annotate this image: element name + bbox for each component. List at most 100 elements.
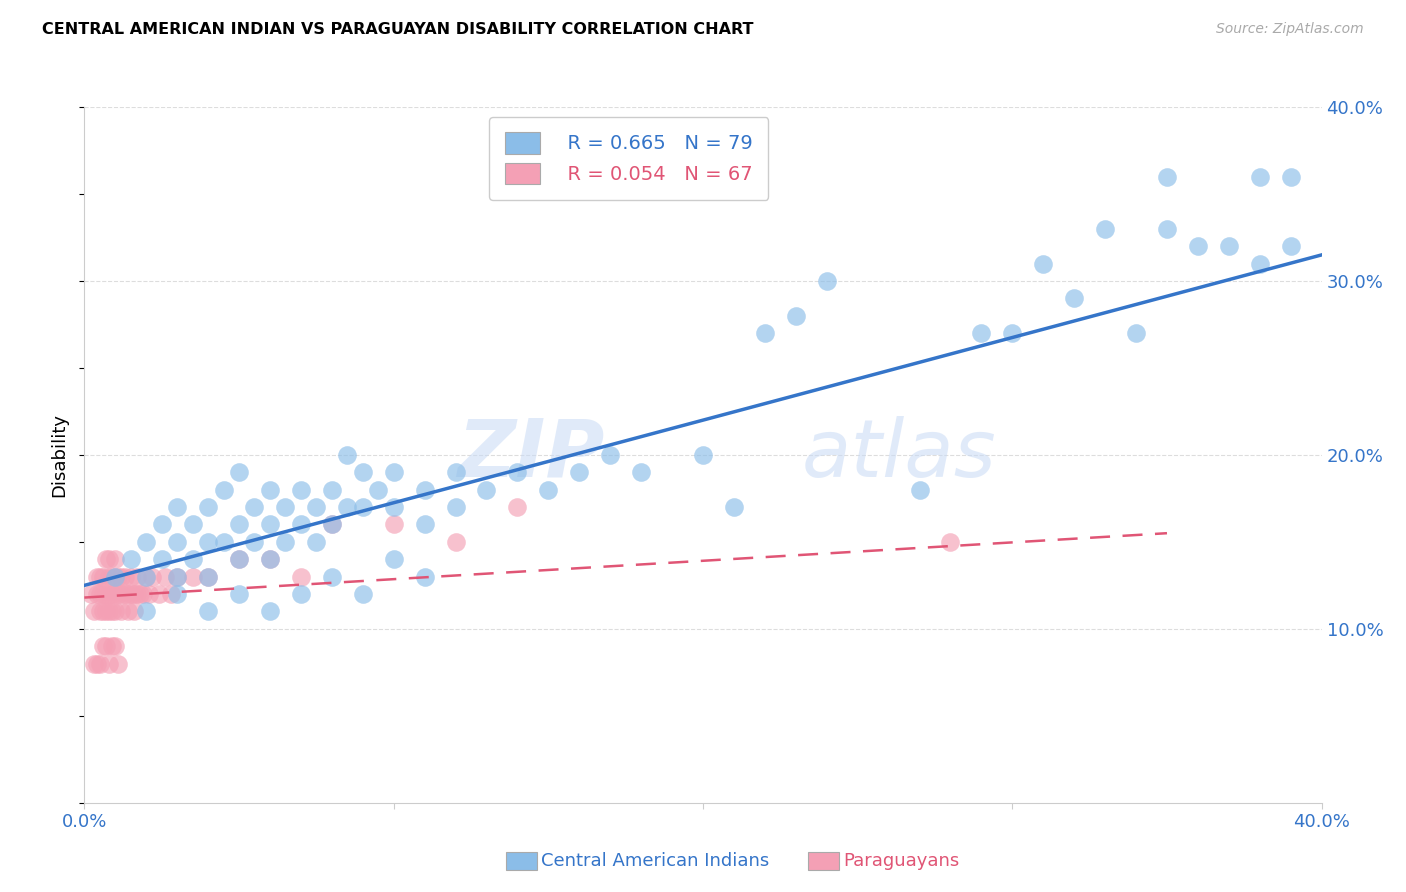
Point — [122, 587, 145, 601]
Point — [181, 552, 204, 566]
Point — [413, 483, 436, 497]
Point — [110, 570, 132, 584]
Point — [104, 570, 127, 584]
Point — [274, 500, 297, 514]
Point — [692, 448, 714, 462]
Point — [228, 587, 250, 601]
Point — [181, 570, 204, 584]
Point — [91, 587, 114, 601]
Point — [382, 517, 405, 532]
Text: atlas: atlas — [801, 416, 997, 494]
Point — [336, 500, 359, 514]
Point — [630, 466, 652, 480]
Point — [166, 570, 188, 584]
Point — [148, 587, 170, 601]
Point — [382, 500, 405, 514]
Point — [321, 483, 343, 497]
Point — [107, 657, 129, 671]
Point — [259, 517, 281, 532]
Point — [135, 570, 157, 584]
Point — [382, 552, 405, 566]
Point — [367, 483, 389, 497]
Point — [166, 500, 188, 514]
Point — [114, 570, 136, 584]
Point — [305, 534, 328, 549]
Point — [243, 500, 266, 514]
Point — [150, 552, 173, 566]
Point — [212, 483, 235, 497]
Point — [290, 517, 312, 532]
Point — [1279, 239, 1302, 253]
Point — [98, 552, 121, 566]
Point — [1187, 239, 1209, 253]
Point — [243, 534, 266, 549]
Point — [117, 605, 139, 619]
Point — [939, 534, 962, 549]
Point — [1279, 169, 1302, 184]
Point — [129, 587, 152, 601]
Point — [259, 552, 281, 566]
Point — [506, 500, 529, 514]
Point — [290, 587, 312, 601]
Point — [94, 639, 117, 653]
Point — [104, 570, 127, 584]
Point — [212, 534, 235, 549]
Point — [754, 326, 776, 340]
Point — [150, 517, 173, 532]
Point — [197, 570, 219, 584]
Point — [125, 570, 148, 584]
Point — [98, 605, 121, 619]
Point — [83, 605, 105, 619]
Text: CENTRAL AMERICAN INDIAN VS PARAGUAYAN DISABILITY CORRELATION CHART: CENTRAL AMERICAN INDIAN VS PARAGUAYAN DI… — [42, 22, 754, 37]
Legend:   R = 0.665   N = 79,   R = 0.054   N = 67: R = 0.665 N = 79, R = 0.054 N = 67 — [489, 117, 769, 200]
Point — [259, 483, 281, 497]
Point — [537, 483, 560, 497]
Point — [321, 570, 343, 584]
Text: Central American Indians: Central American Indians — [541, 852, 769, 870]
Point — [120, 587, 142, 601]
Point — [1032, 256, 1054, 270]
Point — [352, 466, 374, 480]
Point — [1001, 326, 1024, 340]
Point — [89, 570, 111, 584]
Point — [259, 552, 281, 566]
Text: Paraguayans: Paraguayans — [844, 852, 960, 870]
Point — [321, 517, 343, 532]
Point — [107, 570, 129, 584]
Point — [86, 570, 108, 584]
Point — [197, 534, 219, 549]
Point — [104, 605, 127, 619]
Point — [1218, 239, 1240, 253]
Text: Source: ZipAtlas.com: Source: ZipAtlas.com — [1216, 22, 1364, 37]
Point — [321, 517, 343, 532]
Point — [104, 587, 127, 601]
Point — [382, 466, 405, 480]
Point — [290, 483, 312, 497]
Point — [89, 605, 111, 619]
Point — [104, 639, 127, 653]
Point — [104, 552, 127, 566]
Point — [352, 587, 374, 601]
Point — [506, 466, 529, 480]
Point — [413, 570, 436, 584]
Point — [86, 587, 108, 601]
Point — [153, 570, 176, 584]
Point — [444, 500, 467, 514]
Point — [599, 448, 621, 462]
Point — [101, 570, 124, 584]
Point — [1249, 169, 1271, 184]
Point — [475, 483, 498, 497]
Point — [79, 587, 101, 601]
Point — [1063, 291, 1085, 305]
Point — [120, 570, 142, 584]
Point — [86, 657, 108, 671]
Point — [91, 605, 114, 619]
Point — [166, 570, 188, 584]
Point — [1094, 221, 1116, 235]
Point — [135, 605, 157, 619]
Point — [101, 587, 124, 601]
Point — [444, 466, 467, 480]
Point — [723, 500, 745, 514]
Point — [785, 309, 807, 323]
Point — [101, 605, 124, 619]
